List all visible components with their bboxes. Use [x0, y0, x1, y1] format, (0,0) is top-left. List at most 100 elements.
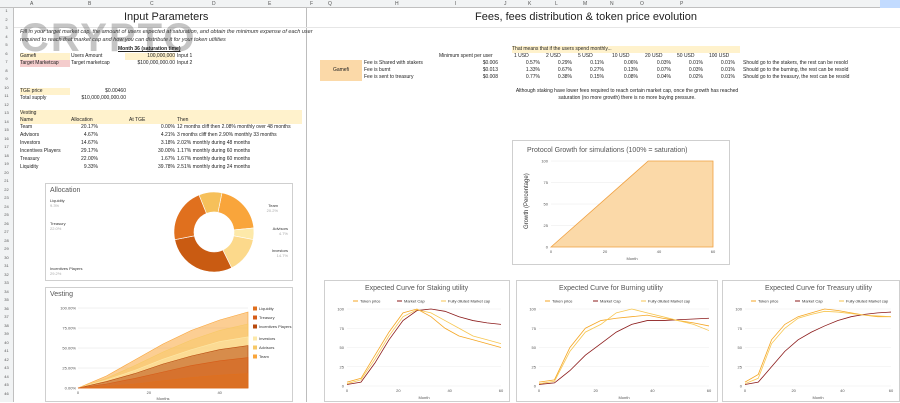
curve-xlabel: Month	[618, 395, 629, 400]
total-supply-value[interactable]: $10,000,000,000.00	[81, 95, 127, 101]
allocation-pct: 9.3%	[50, 203, 60, 208]
row-header[interactable]: 4	[5, 33, 8, 39]
row-header[interactable]: 26	[4, 220, 9, 226]
vesting-row-allocation[interactable]: 9.33%	[83, 164, 98, 170]
row-header[interactable]: 45	[4, 382, 9, 387]
row-header[interactable]: 5	[5, 42, 8, 47]
row-header[interactable]: 8	[5, 67, 8, 73]
vesting-row-allocation[interactable]: 20.17%	[81, 124, 98, 130]
row-header[interactable]: 19	[4, 161, 9, 166]
row-header[interactable]: 34	[4, 288, 9, 294]
growth-chart[interactable]: Protocol Growth for simulations (100% = …	[512, 140, 730, 265]
row-header[interactable]: 32	[4, 271, 9, 277]
curve-series	[346, 308, 502, 385]
column-header-F[interactable]: F	[310, 1, 314, 7]
row-header[interactable]: 22	[4, 186, 9, 192]
row-header[interactable]: 10	[4, 84, 9, 90]
row-header[interactable]: 33	[4, 280, 9, 285]
vesting-row-tge[interactable]: 0.00%	[160, 124, 175, 130]
allocation-chart[interactable]: Allocation Team 20.2% Advisors 4.7% Investor…	[45, 183, 293, 281]
row-header[interactable]: 3	[5, 25, 8, 30]
vesting-row-tge[interactable]: 3.18%	[160, 140, 175, 146]
staking-curve-plot: 100 75 50 25 00 20 40 60 Month Token price Market …	[337, 299, 504, 401]
users-amount-value[interactable]: 100,000,000	[125, 53, 175, 60]
row-header[interactable]: 37	[4, 314, 9, 319]
treasury-curve-chart[interactable]: Expected Curve for Treasury utility 100 7…	[722, 280, 900, 402]
column-header-A[interactable]: A	[30, 1, 34, 7]
column-header-H[interactable]: H	[395, 1, 399, 7]
column-header-E[interactable]: E	[268, 1, 272, 7]
vesting-row-then: 12 months cliff then 2.08% monthly over …	[177, 124, 291, 130]
vesting-legend-swatch	[253, 345, 257, 350]
vesting-row-allocation[interactable]: 29.17%	[81, 148, 98, 154]
curve-series	[538, 308, 710, 385]
selected-column[interactable]	[880, 0, 900, 8]
growth-area-plot: 100 75 50 25 00 20 40 60 Month Growth (Percentage…	[524, 159, 716, 262]
row-header[interactable]: 17	[4, 144, 9, 149]
row-header[interactable]: 46	[4, 390, 9, 396]
row-header[interactable]: 38	[4, 322, 9, 328]
row-header[interactable]: 44	[4, 373, 9, 379]
row-header[interactable]: 1	[5, 8, 8, 13]
row-header[interactable]: 27	[4, 229, 9, 234]
curve-y-tick: 75	[532, 326, 537, 331]
column-header-Q[interactable]: Q	[328, 1, 332, 7]
staking-curve-chart[interactable]: Expected Curve for Staking utility 100 75…	[324, 280, 510, 402]
row-header[interactable]: 21	[4, 178, 9, 183]
row-header[interactable]: 15	[4, 127, 9, 132]
row-header[interactable]: 40	[4, 339, 9, 345]
column-header-L[interactable]: L	[555, 1, 558, 7]
vesting-chart[interactable]: Vesting 100.00% 75.00% 50.00% 25.00% 0.00% 0 2…	[45, 287, 293, 402]
row-header[interactable]: 42	[4, 356, 9, 362]
column-header-J[interactable]: J	[504, 1, 507, 7]
row-header[interactable]: 39	[4, 331, 9, 336]
row-header[interactable]: 9	[5, 76, 8, 81]
column-header-O[interactable]: O	[640, 1, 644, 7]
tge-price-value[interactable]: $0.00460	[105, 88, 126, 94]
row-header[interactable]: 20	[4, 169, 9, 175]
row-header[interactable]: 7	[5, 59, 8, 64]
row-header[interactable]: 28	[4, 237, 9, 243]
row-header[interactable]: 35	[4, 297, 9, 302]
vesting-row-allocation[interactable]: 22.00%	[81, 156, 98, 162]
fee-row-value: 1.33%	[525, 67, 540, 73]
column-header-M[interactable]: M	[583, 1, 588, 7]
target-marketcap-value[interactable]: $100,000,000.00	[137, 60, 175, 66]
column-header-P[interactable]: P	[680, 1, 684, 7]
row-header[interactable]: 6	[5, 50, 8, 56]
column-header-B[interactable]: B	[88, 1, 92, 7]
row-header[interactable]: 25	[4, 212, 9, 217]
fee-row-min[interactable]: $0.013	[482, 67, 498, 73]
vesting-row-tge[interactable]: 1.67%	[160, 156, 175, 162]
row-header[interactable]: 12	[4, 101, 9, 107]
burning-curve-chart[interactable]: Expected Curve for Burning utility 100 75…	[516, 280, 718, 402]
row-header[interactable]: 41	[4, 348, 9, 353]
column-header-K[interactable]: K	[528, 1, 532, 7]
column-header-D[interactable]: D	[212, 1, 216, 7]
row-header[interactable]: 23	[4, 195, 9, 200]
row-header[interactable]: 31	[4, 263, 9, 268]
row-header[interactable]: 18	[4, 152, 9, 158]
row-header[interactable]: 29	[4, 246, 9, 251]
column-header-N[interactable]: N	[610, 1, 614, 7]
vesting-row-tge[interactable]: 4.21%	[160, 132, 175, 138]
column-header-I[interactable]: I	[455, 1, 457, 7]
row-header[interactable]: 2	[5, 16, 8, 22]
column-header-C[interactable]: C	[150, 1, 154, 7]
row-header[interactable]: 14	[4, 118, 9, 124]
row-header[interactable]: 36	[4, 305, 9, 311]
vesting-row-tge[interactable]: 39.78%	[158, 164, 175, 170]
vesting-row-allocation[interactable]: 4.67%	[83, 132, 98, 138]
fee-row-min[interactable]: $0.006	[482, 60, 498, 66]
vesting-row-tge[interactable]: 30.00%	[158, 148, 175, 154]
row-header[interactable]: 11	[4, 93, 9, 98]
vesting-row-allocation[interactable]: 14.67%	[81, 140, 98, 146]
row-header[interactable]: 13	[4, 110, 9, 115]
vesting-table-title: Vesting	[20, 110, 302, 117]
total-supply-label: Total supply	[20, 95, 47, 101]
fee-row-min[interactable]: $0.008	[482, 74, 498, 80]
row-header[interactable]: 30	[4, 254, 9, 260]
row-header[interactable]: 16	[4, 135, 9, 141]
row-header[interactable]: 43	[4, 365, 9, 370]
row-header[interactable]: 24	[4, 203, 9, 209]
